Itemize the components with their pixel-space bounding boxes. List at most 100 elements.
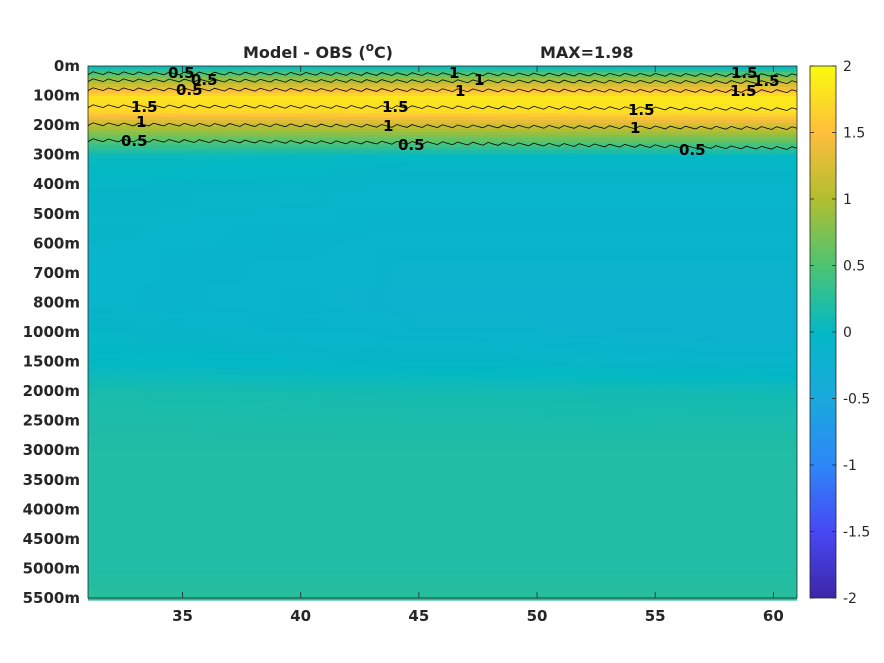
heatmap-strip [88, 129, 797, 133]
contour-label: 1 [449, 64, 459, 82]
heatmap-strip [88, 210, 797, 214]
heatmap-strip [88, 333, 797, 337]
heatmap-strip [88, 267, 797, 271]
heatmap-field [88, 66, 797, 601]
y-tick-label: 500m [33, 205, 80, 223]
heatmap-strip [88, 483, 797, 487]
heatmap-strip [88, 561, 797, 565]
colorbar-tick-label: 1.5 [843, 126, 865, 142]
contour-line [87, 78, 798, 85]
heatmap-strip [88, 540, 797, 544]
heatmap-strip [88, 570, 797, 574]
heatmap-strip [88, 366, 797, 370]
contour-label: 0.5 [191, 71, 218, 89]
heatmap-strip [88, 546, 797, 550]
chart-title-main: Model - OBS ( [243, 43, 366, 62]
x-tick-label: 60 [763, 607, 784, 625]
heatmap-strip [88, 69, 797, 73]
y-tick-label: 4000m [23, 500, 80, 518]
heatmap-strip [88, 171, 797, 175]
chart-title-tail: C) [374, 43, 393, 62]
contour-label: 1.5 [131, 98, 158, 116]
heatmap-strip [88, 534, 797, 538]
heatmap-strip [88, 195, 797, 199]
heatmap-strip [88, 324, 797, 328]
contour-label: 1.5 [382, 98, 409, 116]
heatmap-strip [88, 114, 797, 118]
contour-label: 1 [474, 71, 484, 89]
heatmap-strip [88, 459, 797, 463]
heatmap-strip [88, 75, 797, 79]
heatmap-strip [88, 444, 797, 448]
heatmap-strip [88, 438, 797, 442]
heatmap-strip [88, 297, 797, 301]
heatmap-strip [88, 408, 797, 412]
heatmap-strip [88, 282, 797, 286]
colorbar-tick-label: -1.5 [843, 525, 870, 541]
heatmap-strip [88, 288, 797, 292]
contour-line [87, 138, 798, 150]
y-tick-label: 4500m [23, 530, 80, 548]
colorbar-tick-label: 0.5 [843, 259, 865, 275]
colorbar-tick-label: 1 [843, 192, 852, 208]
contour-label: 0.5 [121, 132, 148, 150]
contour-line [87, 104, 798, 111]
heatmap-strip [88, 480, 797, 484]
contour-label: 1.5 [628, 101, 655, 119]
heatmap-strip [88, 450, 797, 454]
heatmap-strip [88, 72, 797, 76]
heatmap-strip [88, 234, 797, 238]
heatmap-strip [88, 102, 797, 106]
colorbar-tick-label: -2 [843, 591, 857, 607]
heatmap-strip [88, 120, 797, 124]
heatmap-strip [88, 273, 797, 277]
heatmap-strip [88, 279, 797, 283]
heatmap-strip [88, 537, 797, 541]
y-tick-label: 100m [33, 87, 80, 105]
heatmap-strip [88, 399, 797, 403]
chart-title: Model - OBS (oC) [243, 40, 393, 62]
heatmap-strip [88, 363, 797, 367]
plot-area-frame [87, 65, 798, 599]
heatmap-strip [88, 552, 797, 556]
heatmap-strip [88, 549, 797, 553]
colorbar-tick-label: 2 [843, 59, 852, 75]
heatmap-strip [88, 420, 797, 424]
heatmap-strip [88, 198, 797, 202]
heatmap-strip [88, 249, 797, 253]
chart-title-sup: o [366, 40, 374, 54]
contour-labels: 0.5 1 1.50.5 1 1.50.5 1 1.51.510.51.510.51.510… [121, 64, 780, 159]
y-tick-label: 2500m [23, 412, 80, 430]
heatmap-strip [88, 228, 797, 232]
heatmap-strip [88, 594, 797, 598]
heatmap-strip [88, 207, 797, 211]
heatmap-strip [88, 402, 797, 406]
heatmap-strip [88, 432, 797, 436]
heatmap-strip [88, 522, 797, 526]
heatmap-strip [88, 486, 797, 490]
heatmap-strip [88, 414, 797, 418]
heatmap-strip [88, 237, 797, 241]
heatmap-strip [88, 183, 797, 187]
heatmap-strip [88, 582, 797, 586]
heatmap-strip [88, 417, 797, 421]
heatmap-strip [88, 354, 797, 358]
heatmap-strip [88, 471, 797, 475]
y-tick-label: 400m [33, 175, 80, 193]
contour-label: 1 [630, 119, 640, 137]
heatmap-strip [88, 258, 797, 262]
heatmap-strip [88, 369, 797, 373]
heatmap-strip [88, 240, 797, 244]
heatmap-strip [88, 372, 797, 376]
heatmap-strip [88, 348, 797, 352]
heatmap-strip [88, 132, 797, 136]
heatmap-strip [88, 192, 797, 196]
heatmap-strip [88, 468, 797, 472]
heatmap-strip [88, 84, 797, 88]
y-tick-label: 3500m [23, 471, 80, 489]
heatmap-strip [88, 126, 797, 130]
y-tick-label: 0m [54, 57, 80, 75]
heatmap-strip [88, 159, 797, 163]
y-tick-label: 600m [33, 234, 80, 252]
